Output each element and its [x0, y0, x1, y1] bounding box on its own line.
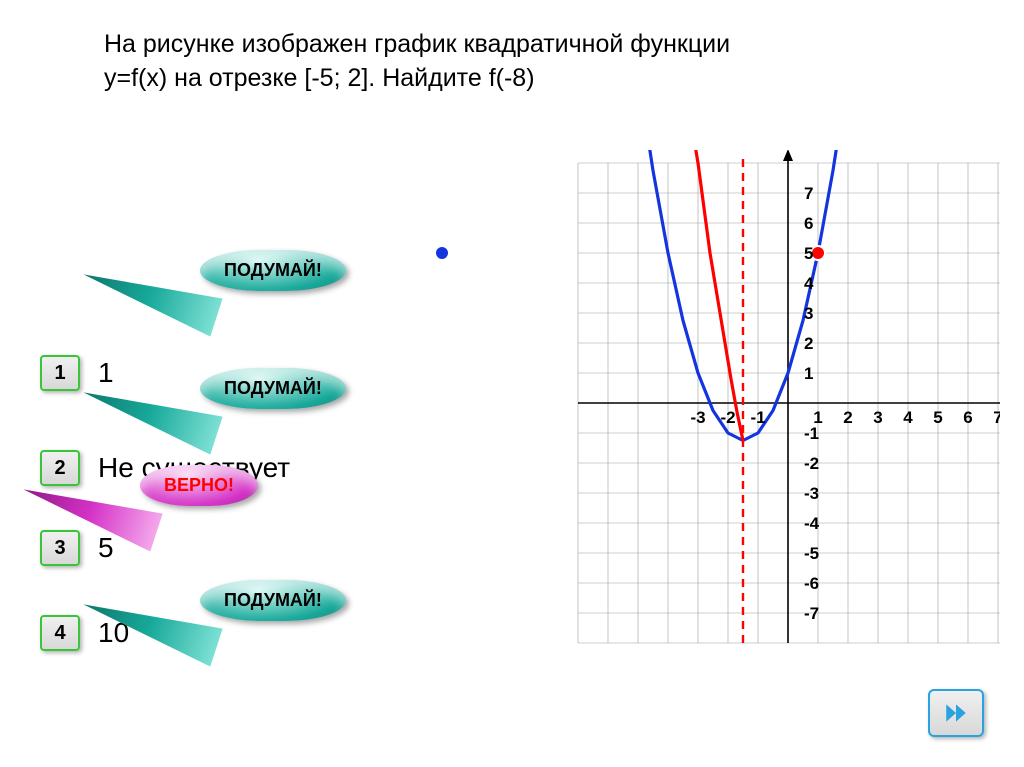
play-forward-icon [943, 700, 969, 726]
question-line-1: На рисунке изображен график квадратичной… [104, 30, 730, 58]
callout-bubble: ПОДУМАЙ! [200, 580, 346, 621]
svg-text:4: 4 [804, 274, 814, 293]
answer-label-4: 10 [98, 617, 129, 649]
callout-bubble: ПОДУМАЙ! [200, 368, 346, 409]
svg-text:-7: -7 [804, 604, 819, 623]
feedback-callout-1: ПОДУМАЙ! [200, 250, 346, 291]
answer-row-1: 11 [40, 355, 114, 391]
answer-button-3[interactable]: 3 [40, 530, 80, 566]
answer-row-4: 4 10 [40, 615, 129, 651]
svg-text:2: 2 [843, 408, 852, 427]
answer-row-3: 35 [40, 530, 114, 566]
callout-bubble: ПОДУМАЙ! [200, 250, 346, 291]
answer-label-2: Не существует [98, 452, 290, 484]
feedback-callout-2: ПОДУМАЙ! [200, 368, 346, 409]
answer-button-1[interactable]: 1 [40, 355, 80, 391]
svg-text:3: 3 [804, 304, 813, 323]
svg-text:-3: -3 [690, 408, 705, 427]
svg-text:-6: -6 [804, 574, 819, 593]
graph-svg: -3-2-112345671234567-1-2-3-4-5-6-7 [430, 150, 1000, 680]
feedback-callout-4: ПОДУМАЙ! [200, 580, 346, 621]
svg-text:6: 6 [804, 214, 813, 233]
svg-text:3: 3 [873, 408, 882, 427]
svg-text:5: 5 [933, 408, 942, 427]
svg-text:7: 7 [993, 408, 1000, 427]
svg-text:-3: -3 [804, 484, 819, 503]
svg-text:-1: -1 [804, 424, 819, 443]
svg-text:6: 6 [963, 408, 972, 427]
svg-text:1: 1 [804, 364, 813, 383]
answer-label-1: 1 [98, 357, 114, 389]
question-text: На рисунке изображен график квадратичной… [104, 28, 924, 96]
svg-text:-4: -4 [804, 514, 820, 533]
svg-text:4: 4 [903, 408, 913, 427]
answer-button-4[interactable]: 4 [40, 615, 80, 651]
answer-label-3: 5 [98, 532, 114, 564]
answer-button-2[interactable]: 2 [40, 450, 80, 486]
graph-panel: -3-2-112345671234567-1-2-3-4-5-6-7 [430, 150, 1000, 680]
svg-text:5: 5 [804, 244, 813, 263]
svg-text:-2: -2 [804, 454, 819, 473]
next-button[interactable] [928, 689, 984, 737]
answer-row-2: 2 Не существует [40, 450, 290, 486]
svg-text:-2: -2 [720, 408, 735, 427]
svg-text:-1: -1 [750, 408, 765, 427]
callout-tail-icon [77, 255, 223, 336]
question-line-2: y=f(x) на отрезке [-5; 2]. Найдите f(-8) [104, 64, 535, 92]
svg-text:-5: -5 [804, 544, 819, 563]
svg-text:7: 7 [804, 184, 813, 203]
svg-text:2: 2 [804, 334, 813, 353]
